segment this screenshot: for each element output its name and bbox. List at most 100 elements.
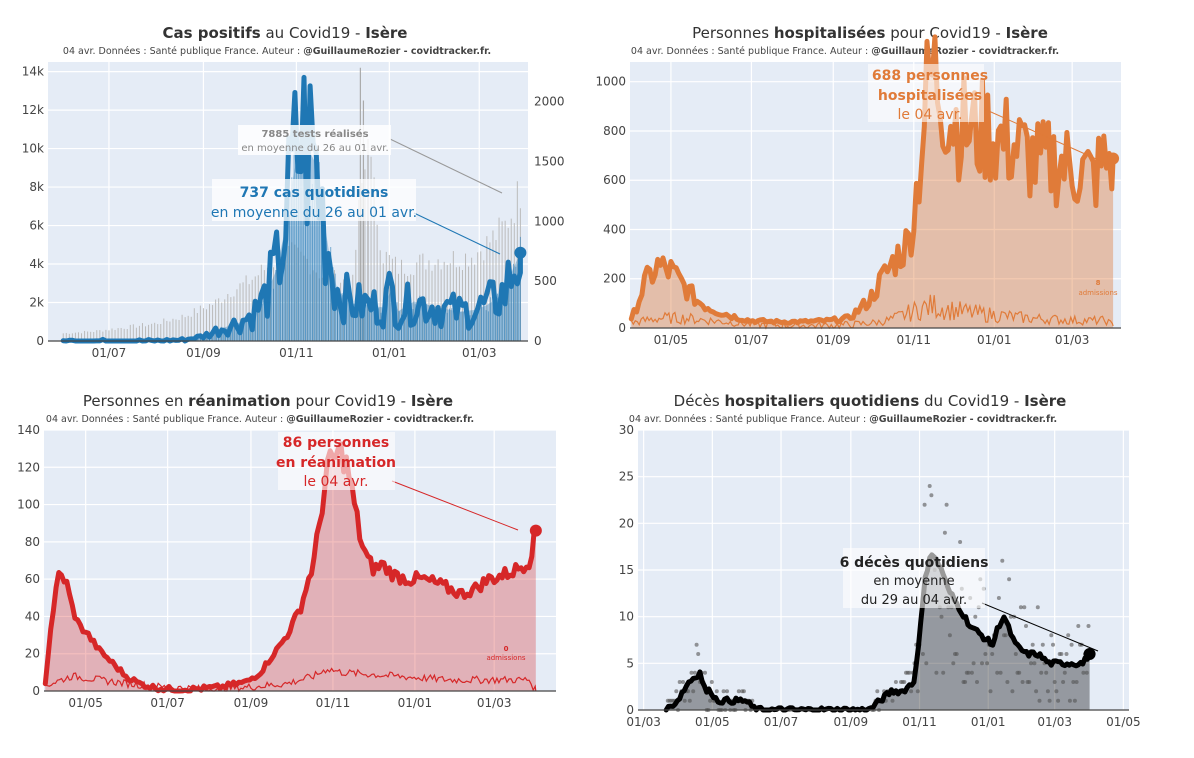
cases-annotation: 737 cas quotidiens bbox=[240, 185, 389, 201]
daily-point bbox=[1000, 558, 1005, 563]
hosp-line bbox=[628, 34, 1116, 326]
x-tick-label: 01/03 bbox=[626, 715, 661, 729]
daily-point bbox=[985, 661, 990, 666]
deces-annotation: 6 décès quotidiens bbox=[840, 555, 989, 571]
deces-title-post: du Covid19 - bbox=[919, 392, 1024, 410]
x-tick-label: 01/01 bbox=[372, 346, 407, 360]
hosp-annotation-box bbox=[868, 64, 984, 122]
daily-point bbox=[1076, 624, 1081, 628]
y-tick-label-right: 2000 bbox=[534, 95, 565, 109]
x-tick-label: 01/03 bbox=[1037, 715, 1072, 729]
daily-point bbox=[1049, 633, 1054, 638]
rea-x-ticks: 01/05 01/07 01/09 01/11 01/01 01/03 bbox=[68, 696, 511, 710]
deces-last-point bbox=[1083, 648, 1096, 660]
deces-title: Décès hospitaliers quotidiens du Covid19… bbox=[674, 392, 1067, 410]
hosp-title-mid: hospitalisées bbox=[774, 24, 886, 42]
rea-admissions-value: 0 bbox=[504, 645, 509, 653]
hosp-annotation-line bbox=[981, 107, 1113, 167]
y-tick-label-right: 0 bbox=[534, 334, 542, 348]
daily-point bbox=[689, 670, 694, 675]
daily-point bbox=[696, 652, 701, 656]
deces-title-pre: Décès bbox=[674, 392, 725, 410]
daily-point bbox=[736, 689, 741, 694]
cases-chart: Cas positifs au Covid19 - Isère 04 avr. … bbox=[22, 24, 565, 360]
hosp-subtitle-author: @GuillaumeRozier - covidtracker.fr. bbox=[871, 46, 1059, 57]
x-tick-label: 01/09 bbox=[834, 715, 869, 729]
y-tick-label: 25 bbox=[619, 470, 634, 484]
daily-point bbox=[939, 614, 944, 619]
deces-subtitle: 04 avr. Données : Santé publique France.… bbox=[629, 414, 1057, 425]
daily-point bbox=[1022, 605, 1027, 610]
daily-point bbox=[942, 530, 947, 535]
deces-title-mid: hospitaliers quotidiens bbox=[724, 392, 919, 410]
daily-point bbox=[703, 670, 707, 675]
daily-point bbox=[1034, 689, 1039, 694]
rea-annotation-box bbox=[278, 432, 395, 490]
hosp-admissions-value: 8 bbox=[1096, 279, 1101, 287]
y-tick-label: 1000 bbox=[595, 75, 626, 89]
cases-title-post: Isère bbox=[365, 24, 407, 42]
daily-point bbox=[1040, 642, 1045, 647]
rea-title-mid: réanimation bbox=[188, 392, 291, 410]
y-tick-label: 6k bbox=[29, 219, 44, 233]
y-tick-label: 14k bbox=[22, 65, 44, 79]
x-tick-label: 01/11 bbox=[279, 346, 314, 360]
y-tick-label: 20 bbox=[619, 516, 634, 530]
rea-title-pre: Personnes en bbox=[83, 392, 188, 410]
daily-point bbox=[1013, 652, 1018, 656]
x-tick-label: 01/07 bbox=[734, 333, 769, 347]
daily-point bbox=[990, 652, 995, 656]
daily-point bbox=[1017, 670, 1022, 675]
daily-point bbox=[1032, 661, 1037, 666]
hosp-grid bbox=[630, 62, 1121, 329]
daily-point bbox=[998, 670, 1003, 675]
deces-y-ticks: 0 5 10 15 20 25 30 bbox=[619, 423, 634, 717]
y-tick-label: 40 bbox=[25, 609, 40, 623]
deces-area bbox=[666, 551, 1090, 710]
daily-point bbox=[1086, 624, 1091, 628]
hosp-y-ticks: 0 200 400 600 800 1000 bbox=[595, 75, 626, 335]
y-tick-label-right: 1500 bbox=[534, 154, 565, 168]
daily-point bbox=[1030, 642, 1035, 647]
daily-point bbox=[692, 670, 697, 675]
daily-point bbox=[958, 540, 963, 544]
y-tick-label: 140 bbox=[17, 423, 40, 437]
rea-subtitle-author: @GuillaumeRozier - covidtracker.fr. bbox=[286, 414, 474, 425]
daily-point bbox=[1035, 605, 1040, 610]
deces-subtitle-author: @GuillaumeRozier - covidtracker.fr. bbox=[869, 414, 1057, 425]
daily-point bbox=[1005, 680, 1010, 684]
deces-x-ticks: 01/03 01/05 01/07 01/09 01/11 01/01 01/03 01/05 bbox=[626, 715, 1140, 729]
daily-point bbox=[1069, 642, 1074, 647]
rea-y-ticks: 0 20 40 60 80 100 120 140 bbox=[17, 423, 40, 698]
daily-point bbox=[969, 670, 974, 675]
daily-point bbox=[920, 652, 925, 656]
y-tick-label: 100 bbox=[17, 498, 40, 512]
rea-subtitle-text: 04 avr. Données : Santé publique France.… bbox=[46, 414, 286, 425]
x-tick-label: 01/07 bbox=[92, 346, 127, 360]
daily-point bbox=[1018, 605, 1023, 610]
y-tick-label: 800 bbox=[603, 124, 626, 138]
daily-point bbox=[1047, 698, 1052, 703]
rea-line bbox=[42, 441, 539, 694]
y-tick-label: 0 bbox=[32, 684, 40, 698]
daily-point bbox=[890, 698, 895, 703]
daily-point bbox=[708, 698, 713, 703]
daily-point bbox=[1027, 680, 1032, 684]
daily-point bbox=[1072, 698, 1077, 703]
daily-point bbox=[893, 680, 898, 684]
hosp-admissions-label: admissions bbox=[1078, 289, 1117, 297]
daily-point bbox=[996, 596, 1001, 600]
daily-point bbox=[963, 680, 968, 684]
x-tick-label: 01/05 bbox=[1106, 715, 1141, 729]
cases-annotation-line bbox=[413, 212, 501, 255]
x-tick-label: 01/09 bbox=[234, 696, 269, 710]
rea-title-post: pour Covid19 - bbox=[291, 392, 411, 410]
daily-point bbox=[909, 689, 914, 694]
deces-annotation-line bbox=[981, 602, 1099, 652]
rea-last-point bbox=[529, 524, 542, 537]
rea-title-end: Isère bbox=[411, 392, 453, 410]
deces-annotation-sub2: du 29 au 04 avr. bbox=[861, 593, 967, 608]
y-tick-label: 0 bbox=[626, 703, 634, 717]
x-tick-label: 01/01 bbox=[971, 715, 1006, 729]
